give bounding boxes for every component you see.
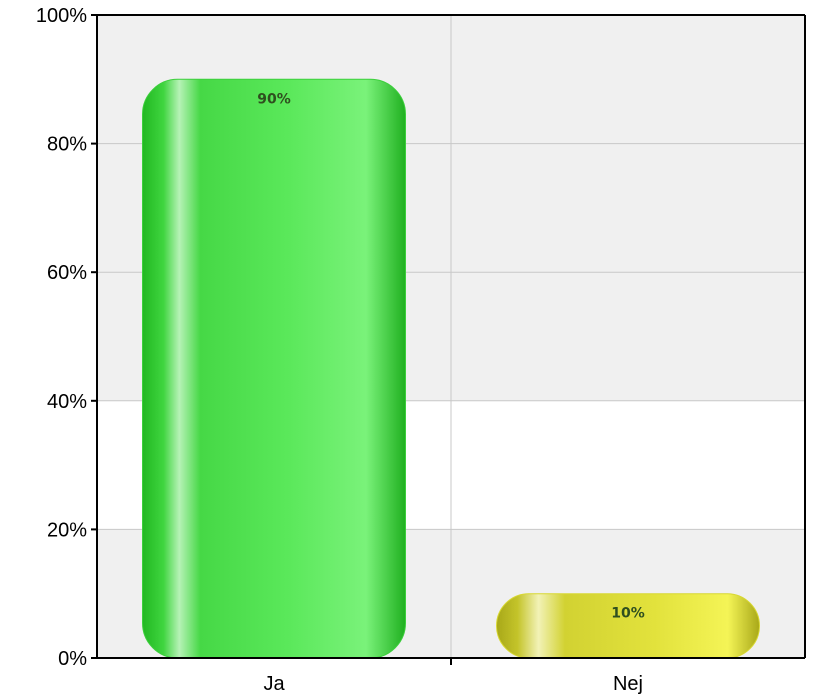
y-tick-label: 0% <box>58 648 87 670</box>
x-category-label: Nej <box>613 673 643 695</box>
bar-ja <box>142 78 406 659</box>
y-tick-label: 40% <box>47 391 87 413</box>
data-label-ja: 90% <box>257 91 291 107</box>
bar-nej <box>496 593 760 659</box>
y-tick-label: 20% <box>47 519 87 541</box>
y-tick-label: 100% <box>36 5 87 27</box>
data-label-nej: 10% <box>611 606 645 622</box>
y-tick-label: 80% <box>47 134 87 156</box>
y-axis-ticks: 0% 20% 40% 60% 80% 100% <box>36 5 97 670</box>
y-tick-label: 60% <box>47 262 87 284</box>
x-axis-ticks: Ja Nej <box>263 658 643 695</box>
x-category-label: Ja <box>263 673 285 695</box>
